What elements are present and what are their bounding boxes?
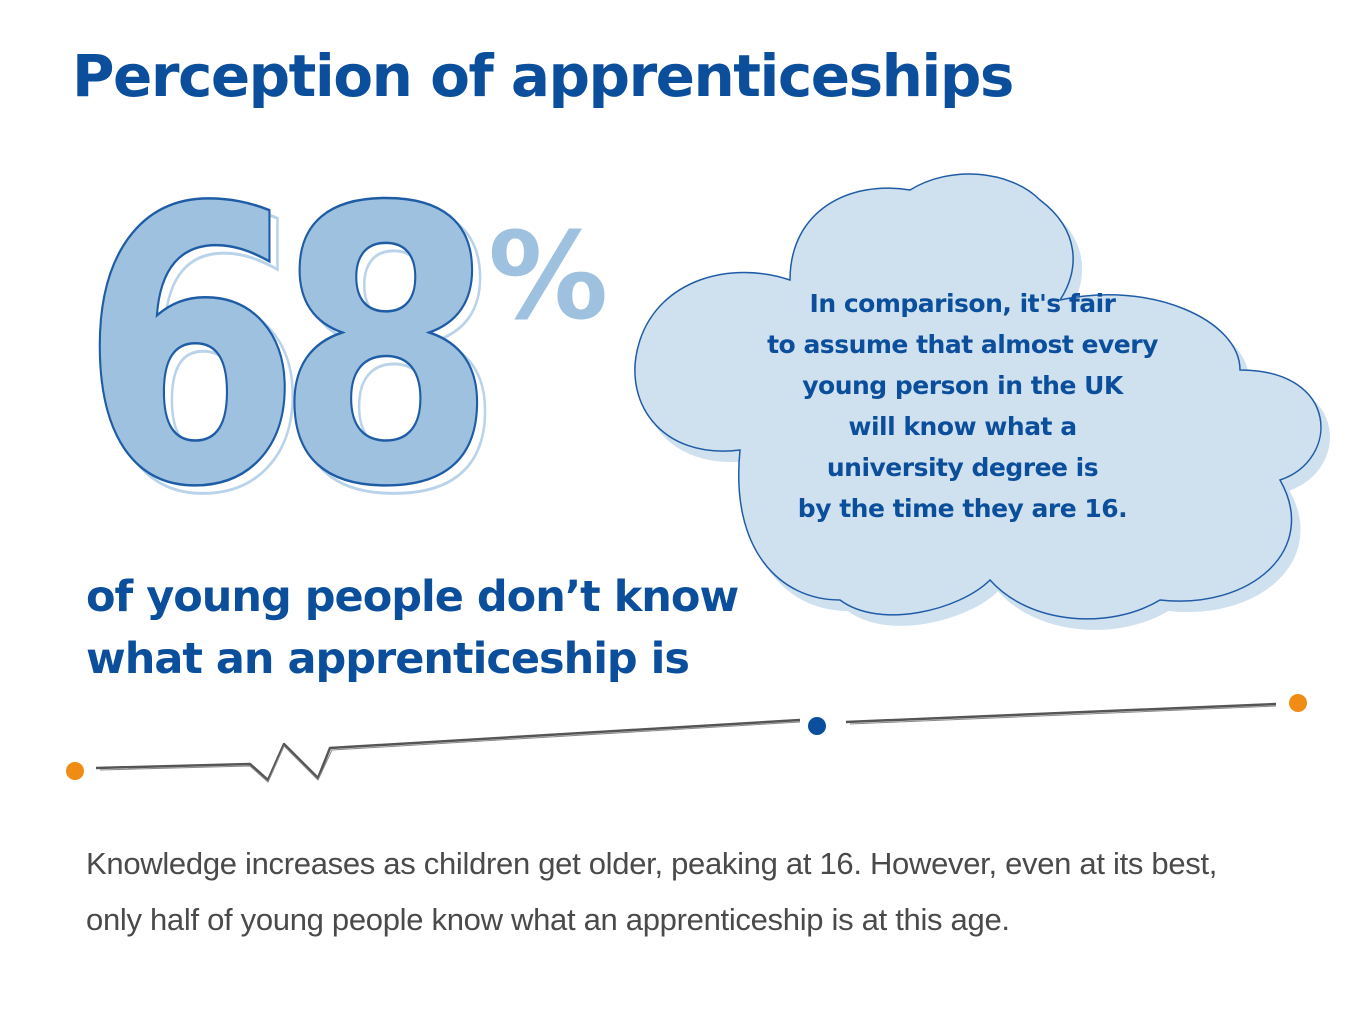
timeline-line-right-2 [849, 705, 1277, 725]
cloud-line: young person in the UK [802, 371, 1123, 400]
cloud-shape [634, 173, 1330, 630]
big-stat: 68 68 % [79, 126, 608, 580]
cloud-text: In comparison, it's fair to assume that … [740, 283, 1185, 529]
body-text: Knowledge increases as children get olde… [86, 836, 1286, 948]
cloud-line: by the time they are 16. [797, 494, 1128, 523]
timeline-line-left [95, 718, 801, 782]
cloud-line: In comparison, it's fair [809, 289, 1116, 318]
timeline-dot-middle [808, 717, 826, 735]
timeline-line-right [845, 702, 1277, 724]
stat-caption-line-1: of young people don’t know [86, 572, 739, 622]
stat-caption-line-2: what an apprenticeship is [86, 634, 690, 684]
timeline-dot-start [66, 762, 84, 780]
cloud-line: university degree is [826, 453, 1099, 482]
stat-unit: % [488, 208, 608, 347]
cloud-line: to assume that almost every [767, 330, 1158, 359]
stat-number-shadow: 68 [88, 135, 487, 578]
stat-caption: of young people don’t know what an appre… [86, 566, 739, 690]
stat-number: 68 [80, 127, 479, 570]
body-line-2: only half of young people know what an a… [86, 902, 1010, 937]
timeline-divider [66, 694, 1307, 783]
body-line-1: Knowledge increases as children get olde… [86, 846, 1218, 881]
timeline-dot-end [1289, 694, 1307, 712]
cloud-line: will know what a [848, 412, 1077, 441]
page-title: Perception of apprenticeships [72, 42, 1014, 110]
timeline-line-left-2 [99, 721, 801, 783]
